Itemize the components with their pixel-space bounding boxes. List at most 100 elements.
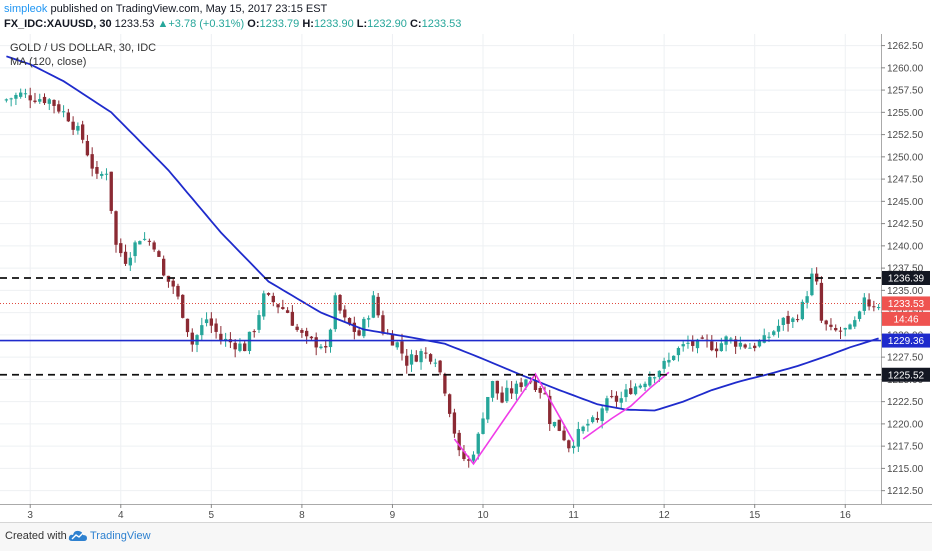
candle (152, 240, 156, 252)
candle (614, 391, 619, 409)
candle-body (181, 294, 185, 318)
candle (28, 87, 32, 109)
candle (567, 439, 571, 453)
candle (104, 168, 109, 181)
candle (681, 341, 685, 352)
candle-body (505, 387, 509, 402)
candle-body (843, 327, 847, 330)
tradingview-link[interactable]: TradingView (90, 530, 151, 542)
candle-body (285, 310, 290, 313)
candle (586, 419, 590, 432)
y-tick-label: 1240.00 (887, 241, 924, 252)
candle (676, 346, 681, 362)
y-tick-label: 1235.00 (887, 286, 924, 297)
candle-body (657, 370, 662, 378)
candle (100, 171, 104, 179)
candle (338, 294, 342, 314)
candle (652, 376, 657, 384)
candle (795, 314, 800, 323)
candle-body (862, 297, 866, 311)
candle (643, 381, 647, 391)
candle (276, 303, 280, 314)
y-tick-label: 1262.50 (887, 41, 924, 52)
candle-body (309, 336, 314, 339)
candle (376, 293, 380, 318)
horizontal-levels[interactable] (0, 277, 881, 376)
candle (834, 324, 838, 332)
candle-body (600, 408, 604, 422)
candle (533, 375, 538, 393)
y-tick-label: 1255.00 (887, 108, 924, 119)
candle-body (142, 238, 147, 240)
candle-body (438, 360, 442, 373)
candle-body (252, 331, 256, 333)
candle-body (781, 317, 785, 325)
candle (414, 350, 418, 363)
low-value: 1232.90 (367, 18, 407, 30)
candle (471, 451, 476, 463)
candle-body (567, 440, 571, 449)
candle (733, 335, 738, 354)
candle (319, 343, 323, 350)
candle-body (152, 242, 156, 250)
candle (176, 283, 180, 300)
candle-body (176, 285, 180, 297)
chart-header: simpleok published on TradingView.com, M… (0, 0, 932, 34)
candle-body (633, 386, 638, 395)
candle (252, 329, 256, 338)
candle-body (586, 423, 590, 426)
candle-body (61, 111, 66, 113)
candle-body (876, 307, 881, 309)
candle (509, 381, 514, 399)
candle (123, 244, 128, 266)
candle-body (405, 355, 409, 366)
candle-body (514, 383, 519, 394)
candle (419, 348, 423, 370)
candle (848, 323, 852, 330)
candle-body (428, 354, 433, 362)
candle (633, 383, 638, 396)
candle (9, 97, 13, 107)
time-axis[interactable]: 3 4 5 8 9 10 11 12 15 16 (27, 504, 851, 521)
candle-body (867, 299, 871, 307)
candlestick-series (4, 87, 881, 468)
candle-body (271, 295, 275, 303)
publisher-line: simpleok published on TradingView.com, M… (4, 3, 327, 15)
candle-body (76, 125, 80, 131)
candle (671, 355, 676, 362)
candle-body (162, 258, 166, 276)
pattern-line[interactable] (582, 371, 670, 440)
y-tick-label: 1242.50 (887, 219, 924, 230)
candle (495, 380, 499, 400)
candle-body (128, 257, 132, 266)
candle-body (729, 338, 733, 340)
candle-body (347, 317, 352, 325)
price-chart[interactable]: 1262.50 1260.00 1257.50 1255.00 1252.50 1250.… (0, 34, 932, 522)
tradingview-cloud-icon[interactable] (68, 529, 88, 543)
price-tag: 1229.36 (882, 333, 930, 348)
candle (352, 316, 356, 340)
price-axis[interactable]: 1262.50 1260.00 1257.50 1255.00 1252.50 1250.… (881, 41, 924, 497)
candle-body (462, 451, 466, 460)
candle-body (357, 330, 361, 336)
author-link[interactable]: simpleok (4, 3, 48, 15)
pattern-line[interactable] (453, 372, 575, 466)
candle (405, 348, 409, 374)
candle-body (753, 345, 757, 349)
candle-body (38, 99, 42, 102)
candle-body (276, 304, 280, 308)
candle (47, 98, 51, 111)
x-tick-label: 16 (840, 510, 852, 521)
candle-body (767, 336, 771, 338)
candle-body (57, 104, 61, 112)
candle-body (824, 320, 828, 325)
candle-body (610, 396, 614, 398)
candle-body (104, 173, 109, 175)
candle (786, 310, 790, 332)
candle (772, 329, 776, 337)
candle-body (476, 433, 480, 454)
candle (76, 122, 80, 135)
candle-body (395, 342, 399, 348)
candle-body (352, 322, 356, 332)
candle-body (481, 418, 485, 434)
